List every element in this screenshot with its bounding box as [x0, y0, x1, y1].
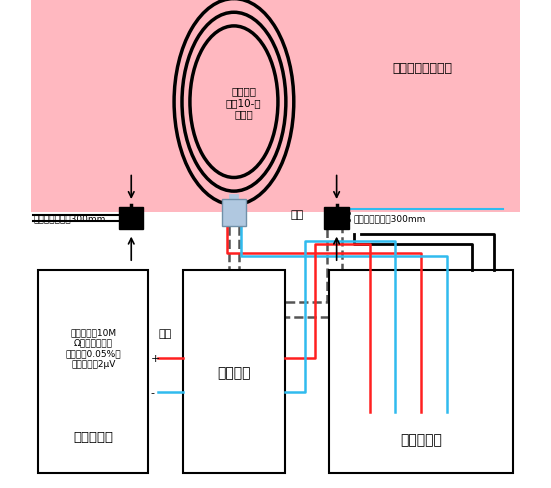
Bar [325, 207, 349, 229]
Text: 外露部分长度＜300mm: 外露部分长度＜300mm [34, 214, 106, 223]
Text: 恒温筱或管式电炉: 恒温筱或管式电炉 [392, 62, 452, 75]
Text: 二等标准
鱁钓10-鱁
热电偶: 二等标准 鱁钓10-鱁 热电偶 [226, 86, 262, 119]
Text: 数字多用表: 数字多用表 [73, 430, 114, 444]
Text: 输入阱抗＞10M
Ω、最大允许误
差不超过0.05%、
分辨力应＜2μV: 输入阱抗＞10M Ω、最大允许误 差不超过0.05%、 分辨力应＜2μV [66, 328, 121, 368]
Text: -: - [151, 387, 155, 397]
Bar [39, 271, 148, 473]
Text: 导线: 导线 [159, 328, 172, 339]
Text: 冰点恒温器: 冰点恒温器 [400, 432, 442, 446]
Bar [31, 0, 520, 212]
Bar [222, 200, 246, 227]
Text: 转换开关: 转换开关 [217, 365, 251, 379]
Text: 外露部分长度＜300mm: 外露部分长度＜300mm [354, 214, 426, 223]
Bar [182, 271, 285, 473]
Text: 导线: 导线 [291, 210, 304, 220]
Bar [119, 207, 143, 229]
Text: +: + [151, 353, 160, 363]
Bar [329, 271, 512, 473]
